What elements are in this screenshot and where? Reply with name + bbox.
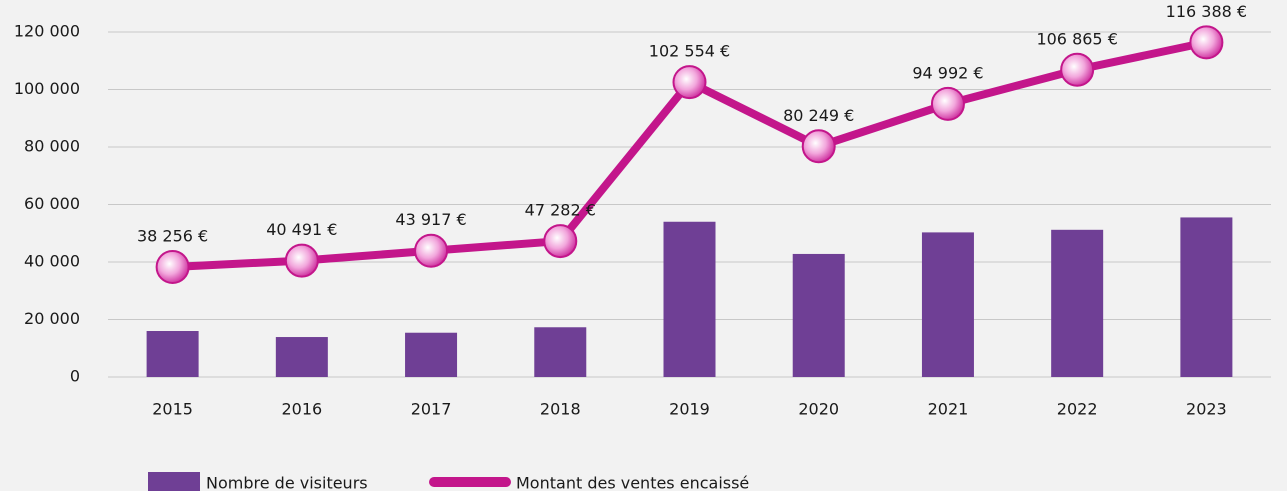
x-tick-label: 2015 bbox=[152, 400, 193, 419]
line-marker bbox=[672, 65, 707, 100]
line-marker bbox=[801, 129, 836, 164]
bar bbox=[146, 331, 199, 377]
bar bbox=[1051, 229, 1104, 377]
data-label: 80 249 € bbox=[783, 106, 854, 125]
x-tick-label: 2017 bbox=[411, 400, 452, 419]
line-marker bbox=[284, 243, 319, 278]
bar bbox=[405, 332, 458, 377]
y-tick-label: 20 000 bbox=[24, 309, 80, 328]
bar bbox=[534, 327, 587, 377]
line-marker bbox=[930, 86, 965, 121]
x-tick-label: 2023 bbox=[1186, 400, 1227, 419]
y-tick-label: 40 000 bbox=[24, 252, 80, 271]
x-tick-label: 2019 bbox=[669, 400, 710, 419]
data-label: 106 865 € bbox=[1036, 29, 1117, 48]
bar bbox=[1180, 217, 1233, 377]
y-tick-label: 120 000 bbox=[14, 22, 80, 41]
bar bbox=[921, 232, 974, 377]
data-label: 43 917 € bbox=[395, 210, 466, 229]
legend-swatch bbox=[148, 472, 200, 491]
line-marker bbox=[1060, 52, 1095, 87]
bar bbox=[663, 221, 716, 377]
x-tick-label: 2016 bbox=[281, 400, 322, 419]
line-marker bbox=[1189, 25, 1224, 60]
y-tick-label: 60 000 bbox=[24, 194, 80, 213]
legend-label: Montant des ventes encaissé bbox=[516, 474, 749, 491]
x-tick-label: 2022 bbox=[1057, 400, 1098, 419]
y-tick-label: 80 000 bbox=[24, 137, 80, 156]
line-marker bbox=[155, 250, 190, 285]
x-tick-label: 2018 bbox=[540, 400, 581, 419]
y-tick-label: 0 bbox=[70, 367, 80, 386]
data-label: 94 992 € bbox=[912, 63, 983, 82]
x-tick-label: 2021 bbox=[928, 400, 969, 419]
bar bbox=[792, 253, 845, 377]
data-label: 40 491 € bbox=[266, 220, 337, 239]
bar bbox=[275, 337, 328, 377]
data-label: 47 282 € bbox=[525, 201, 596, 220]
data-label: 102 554 € bbox=[649, 42, 730, 61]
data-label: 116 388 € bbox=[1166, 2, 1247, 21]
line-marker bbox=[543, 224, 578, 259]
data-label: 38 256 € bbox=[137, 227, 208, 246]
line-marker bbox=[414, 233, 449, 268]
legend-label: Nombre de visiteurs bbox=[206, 474, 368, 491]
x-tick-label: 2020 bbox=[798, 400, 839, 419]
y-tick-label: 100 000 bbox=[14, 79, 80, 98]
